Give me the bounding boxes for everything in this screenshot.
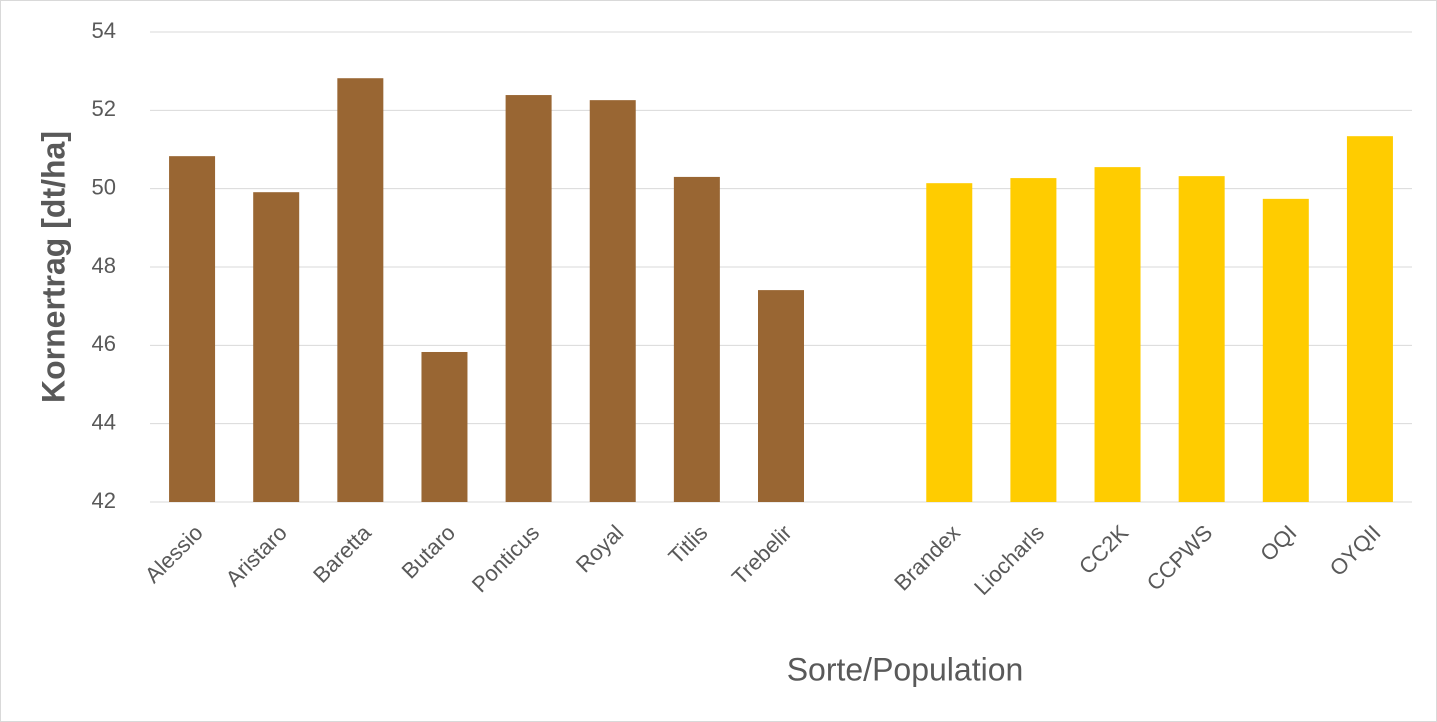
bar [337, 78, 384, 502]
bar [1094, 167, 1141, 502]
bar [758, 290, 804, 502]
y-tick-label: 50 [92, 174, 116, 199]
x-axis-title: Sorte/Population [787, 651, 1024, 687]
bar [421, 351, 468, 502]
bar [926, 183, 973, 502]
bar [253, 192, 300, 503]
y-tick-label: 48 [92, 253, 116, 278]
bar [505, 95, 552, 502]
y-tick-label: 46 [92, 331, 116, 356]
bar [1010, 178, 1057, 502]
bar [1178, 176, 1225, 502]
y-axis-title: Kornertrag [dt/ha] [35, 131, 71, 403]
bar [673, 176, 720, 502]
bar [1346, 136, 1393, 502]
y-tick-label: 54 [92, 18, 116, 43]
bar [589, 100, 636, 503]
bar [169, 156, 216, 503]
y-tick-label: 42 [92, 488, 116, 513]
y-tick-label: 44 [92, 409, 116, 434]
y-tick-label: 52 [92, 96, 116, 121]
bar [1262, 198, 1309, 502]
